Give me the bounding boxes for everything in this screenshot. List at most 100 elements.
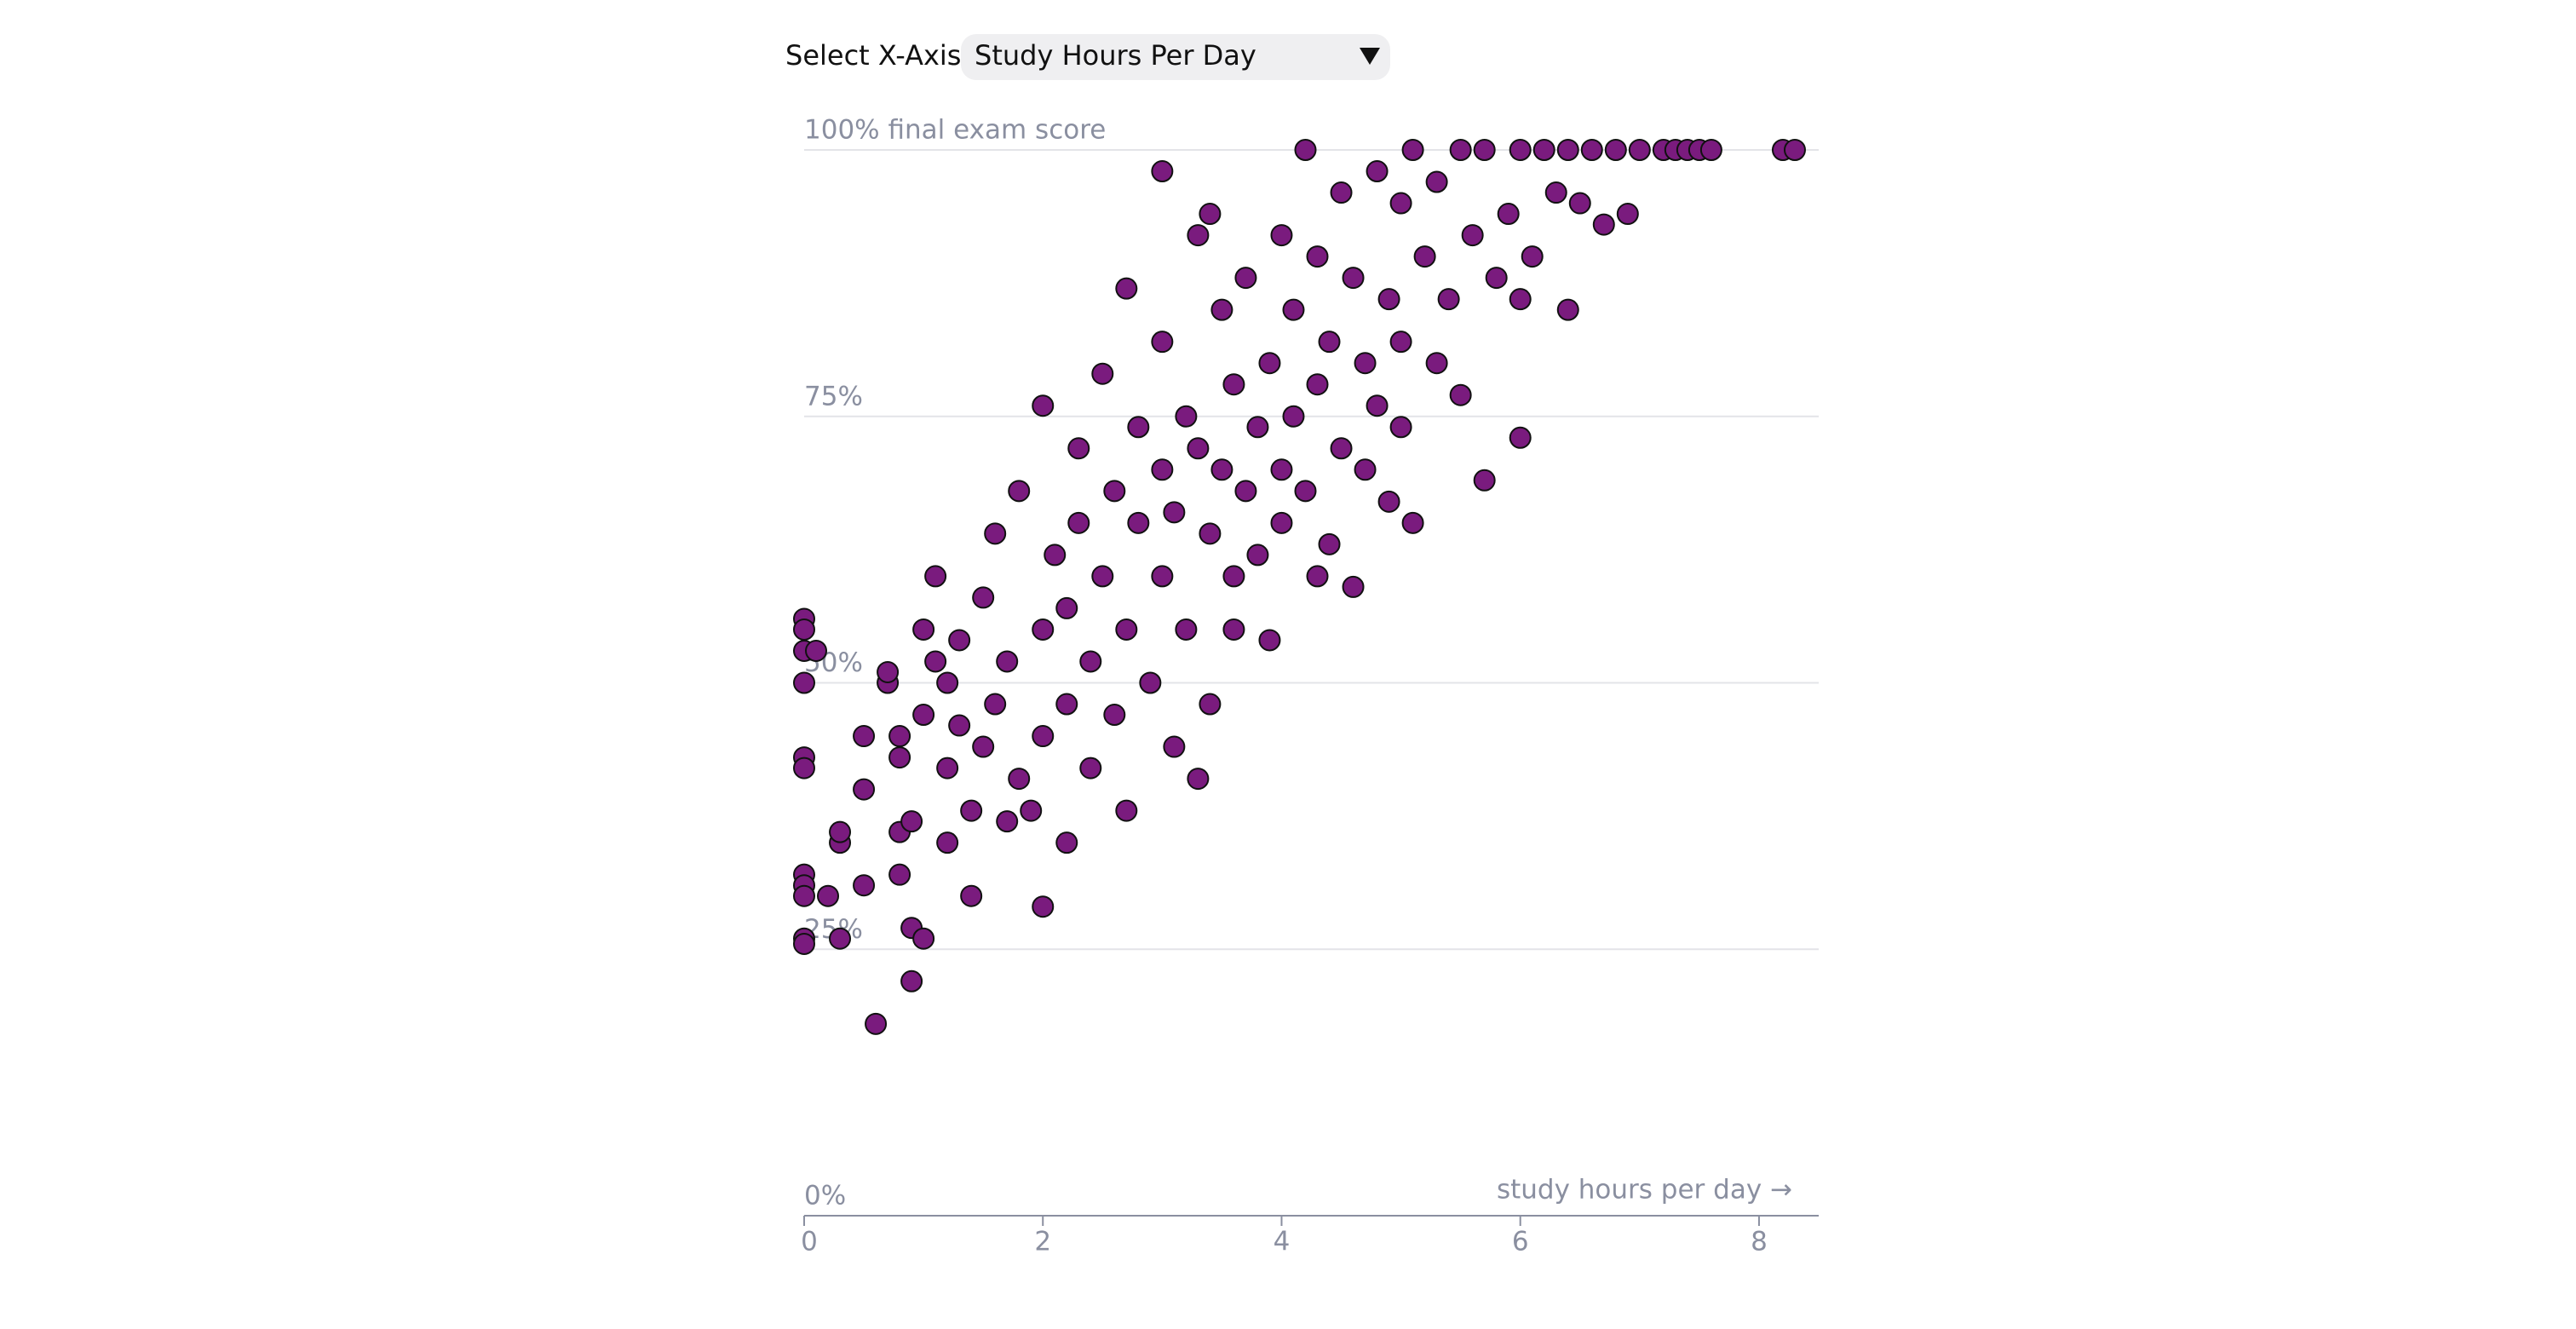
point — [1413, 245, 1436, 268]
point — [1067, 437, 1090, 460]
point — [1258, 352, 1281, 375]
point — [1425, 352, 1448, 375]
select-box[interactable] — [961, 34, 1390, 80]
point — [1282, 298, 1305, 321]
point — [1008, 768, 1031, 791]
point — [1544, 181, 1567, 204]
point — [1461, 224, 1484, 247]
point — [853, 725, 876, 748]
y-tick-label: 100% final exam score — [804, 115, 1106, 146]
point — [900, 810, 923, 833]
x-tick-label: 8 — [1751, 1227, 1768, 1257]
point — [984, 522, 1007, 545]
point — [1580, 139, 1603, 161]
point — [1222, 618, 1245, 641]
select-arrow[interactable] — [1360, 48, 1380, 65]
point — [1628, 139, 1651, 161]
point — [1270, 511, 1293, 534]
point — [1473, 139, 1496, 161]
x-axis-label: study hours per day → — [1497, 1175, 1792, 1205]
point — [1067, 511, 1090, 534]
point — [972, 586, 995, 609]
point — [1055, 596, 1078, 619]
point — [1282, 405, 1305, 428]
point — [1210, 458, 1233, 481]
point — [1473, 469, 1496, 492]
x-tick-label: 6 — [1512, 1227, 1529, 1257]
point — [1187, 224, 1210, 247]
point — [1330, 181, 1353, 204]
point — [1258, 629, 1281, 652]
point — [1389, 416, 1412, 439]
point — [1079, 650, 1102, 673]
point — [1509, 426, 1532, 449]
point — [1103, 704, 1126, 727]
point — [1485, 267, 1508, 290]
point — [996, 810, 1019, 833]
point — [793, 884, 815, 907]
point — [1270, 458, 1293, 481]
point — [1401, 139, 1424, 161]
point — [1389, 331, 1412, 354]
point — [1306, 373, 1329, 396]
point — [996, 650, 1019, 673]
point — [1222, 373, 1245, 396]
point — [984, 693, 1007, 716]
point — [900, 969, 923, 992]
point — [1330, 437, 1353, 460]
point — [888, 746, 911, 769]
point — [1115, 618, 1138, 641]
point — [1127, 511, 1150, 534]
point — [1246, 544, 1269, 567]
point — [1604, 139, 1627, 161]
point — [1246, 416, 1269, 439]
point — [1175, 405, 1198, 428]
point — [888, 725, 911, 748]
select-label: Select X-Axis: — [785, 39, 970, 72]
point — [1568, 192, 1591, 215]
point — [1055, 831, 1078, 854]
point — [912, 618, 935, 641]
point — [1318, 331, 1341, 354]
point — [829, 927, 852, 950]
point — [912, 927, 935, 950]
point — [1616, 203, 1639, 226]
point — [853, 874, 876, 897]
point — [1091, 565, 1114, 588]
point — [853, 778, 876, 801]
point — [1342, 267, 1365, 290]
point — [1377, 490, 1400, 513]
y-tick-label: 0% — [804, 1181, 846, 1211]
point — [1521, 245, 1544, 268]
select-value[interactable]: Study Hours Per Day — [975, 39, 1256, 72]
x-tick-label: 0 — [801, 1227, 818, 1257]
point — [1055, 693, 1078, 716]
point — [1199, 522, 1222, 545]
point — [1175, 618, 1198, 641]
point — [936, 757, 959, 780]
point — [793, 671, 815, 694]
point — [948, 629, 971, 652]
point — [1032, 394, 1055, 417]
point — [1354, 352, 1377, 375]
point — [1127, 416, 1150, 439]
point — [1556, 139, 1579, 161]
point — [793, 757, 815, 780]
point — [1401, 511, 1424, 534]
point — [1151, 331, 1174, 354]
x-tick-label: 2 — [1034, 1227, 1051, 1257]
point — [1270, 224, 1293, 247]
point — [1342, 575, 1365, 598]
point — [1783, 139, 1806, 161]
point — [1091, 362, 1114, 385]
point — [1187, 437, 1210, 460]
point — [1151, 565, 1174, 588]
point — [1354, 458, 1377, 481]
point — [1509, 288, 1532, 311]
point — [936, 831, 959, 854]
point — [877, 660, 900, 683]
point — [1437, 288, 1460, 311]
point — [1449, 383, 1472, 406]
point — [1377, 288, 1400, 311]
